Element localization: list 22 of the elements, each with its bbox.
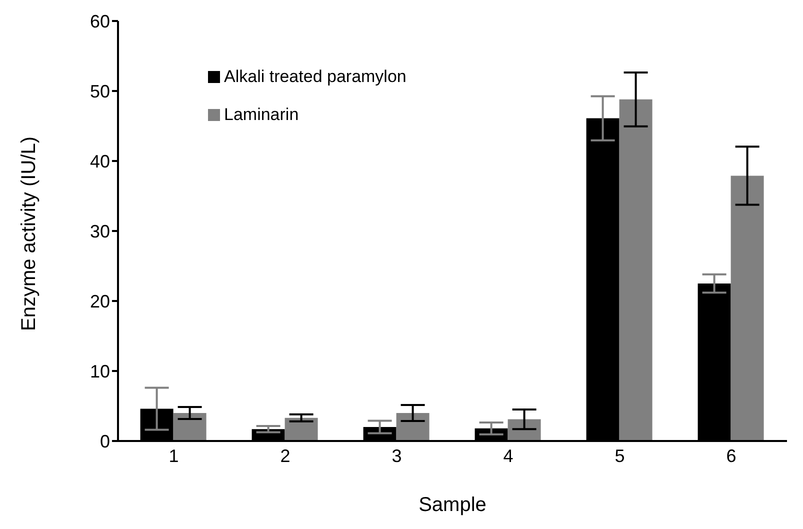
y-tick-label: 20 bbox=[90, 291, 110, 312]
bar bbox=[173, 413, 206, 441]
bar bbox=[396, 413, 430, 441]
y-axis-title: Enzyme activity (IU/L) bbox=[18, 136, 40, 331]
bar bbox=[284, 418, 318, 441]
y-tick-label: 10 bbox=[90, 361, 110, 382]
legend-label: Alkali treated paramylon bbox=[224, 66, 406, 88]
bar bbox=[730, 176, 764, 441]
x-tick-label: 5 bbox=[614, 446, 625, 466]
x-tick-label: 3 bbox=[392, 446, 402, 466]
y-tick-label: 40 bbox=[90, 151, 110, 172]
x-tick-label: 1 bbox=[168, 446, 179, 466]
x-axis-title: Sample bbox=[418, 494, 486, 516]
bar bbox=[619, 99, 652, 441]
y-tick-label: 60 bbox=[90, 11, 110, 32]
legend-label: Laminarin bbox=[224, 104, 299, 126]
y-tick-label: 30 bbox=[90, 221, 110, 242]
x-tick-label: 2 bbox=[280, 446, 290, 466]
x-tick-label: 4 bbox=[503, 446, 514, 466]
y-tick-label: 50 bbox=[90, 81, 110, 102]
y-tick-label: 0 bbox=[100, 431, 110, 452]
x-tick-label: 6 bbox=[726, 446, 736, 466]
